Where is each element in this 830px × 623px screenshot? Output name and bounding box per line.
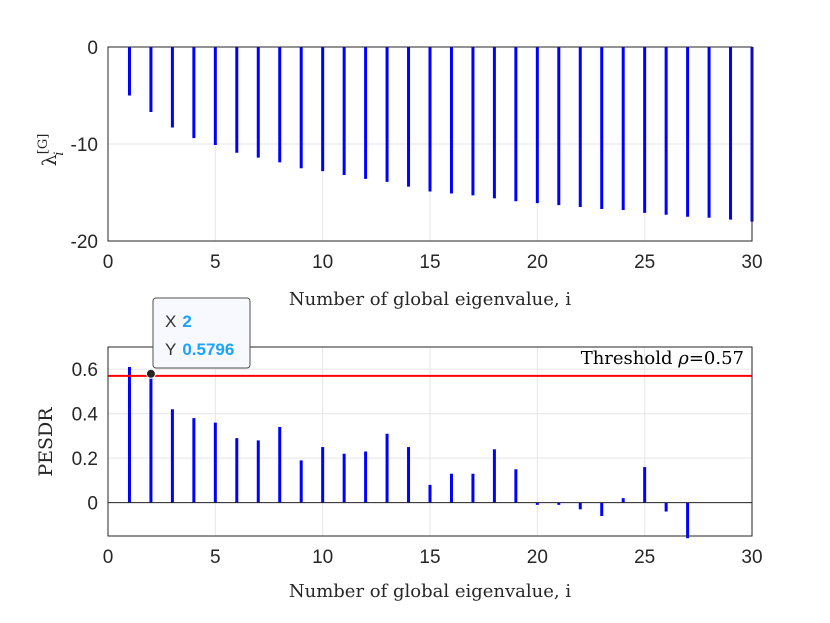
datatip-y-value: 0.5796 xyxy=(182,340,234,359)
top-axes: 0 5 10 15 20 25 30 0 -10 -20 Number of global ei… xyxy=(36,38,763,310)
top-ytick-label: 0 xyxy=(87,38,98,59)
top-xtick-labels: 0 5 10 15 20 25 30 xyxy=(103,252,763,273)
top-stems xyxy=(127,47,754,222)
bottom-xtick-label: 0 xyxy=(103,547,114,568)
bottom-xtick-label: 25 xyxy=(634,547,655,568)
bottom-ytick-label: 0.6 xyxy=(72,360,98,381)
top-xtick-label: 30 xyxy=(741,252,762,273)
top-xtick-label: 20 xyxy=(527,252,548,273)
top-ylabel: λ[G]i xyxy=(36,134,67,167)
top-xtick-label: 5 xyxy=(210,252,221,273)
bottom-xlabel-text: Number of global eigenvalue, i xyxy=(289,581,572,602)
bottom-axes-box xyxy=(107,346,753,537)
datatip-y-row: Y 0.5796 xyxy=(165,340,234,359)
top-ylabel-sub: i xyxy=(52,152,67,156)
bottom-xtick-label: 5 xyxy=(210,547,221,568)
bottom-stems xyxy=(127,367,690,539)
datatip-x-value: 2 xyxy=(182,312,191,331)
top-xtick-label: 25 xyxy=(634,252,655,273)
top-xlabel-text: Number of global eigenvalue, i xyxy=(289,289,572,310)
threshold-label-rest: =0.57 xyxy=(689,348,744,369)
top-ylabel-main: λ xyxy=(39,154,61,166)
top-xtick-label: 10 xyxy=(312,252,333,273)
bottom-ytick-label: 0.2 xyxy=(72,449,98,470)
bottom-ylabel: PESDR xyxy=(35,407,57,477)
top-ytick-label: -10 xyxy=(71,135,98,156)
top-xlabel: Number of global eigenvalue, i xyxy=(289,289,572,310)
threshold-label-rho: ρ xyxy=(677,348,689,369)
datatip-box xyxy=(152,297,251,369)
threshold-label-main: Threshold xyxy=(581,348,679,369)
top-xtick-label: 0 xyxy=(103,252,114,273)
datatip-marker[interactable] xyxy=(145,368,156,379)
datatip-x-label: X xyxy=(165,312,176,331)
bottom-ytick-label: 0.4 xyxy=(72,405,99,426)
svg-text:λ[G]i: λ[G]i xyxy=(36,134,67,167)
threshold-label: Threshold ρ=0.57 xyxy=(581,348,744,369)
bottom-ylabel-text: PESDR xyxy=(35,407,57,477)
bottom-xtick-label: 10 xyxy=(312,547,333,568)
bottom-ytick-label: 0 xyxy=(87,494,98,515)
bottom-axes: 0 5 10 15 20 25 30 0.6 0.4 0.2 0 Threshold ρ=0.57… xyxy=(35,297,763,602)
top-xtick-label: 15 xyxy=(419,252,440,273)
bottom-ytick-labels: 0.6 0.4 0.2 0 xyxy=(72,360,99,514)
bottom-xlabel: Number of global eigenvalue, i xyxy=(289,581,572,602)
datatip-y-label: Y xyxy=(165,340,176,359)
top-ytick-label: -20 xyxy=(71,232,98,253)
bottom-xtick-label: 20 xyxy=(527,547,548,568)
top-axes-box xyxy=(107,46,753,242)
bottom-xtick-label: 30 xyxy=(741,547,762,568)
top-ytick-labels: 0 -10 -20 xyxy=(71,38,98,253)
top-ylabel-sup: [G] xyxy=(36,134,51,155)
bottom-xtick-label: 15 xyxy=(419,547,440,568)
bottom-xtick-labels: 0 5 10 15 20 25 30 xyxy=(103,547,763,568)
